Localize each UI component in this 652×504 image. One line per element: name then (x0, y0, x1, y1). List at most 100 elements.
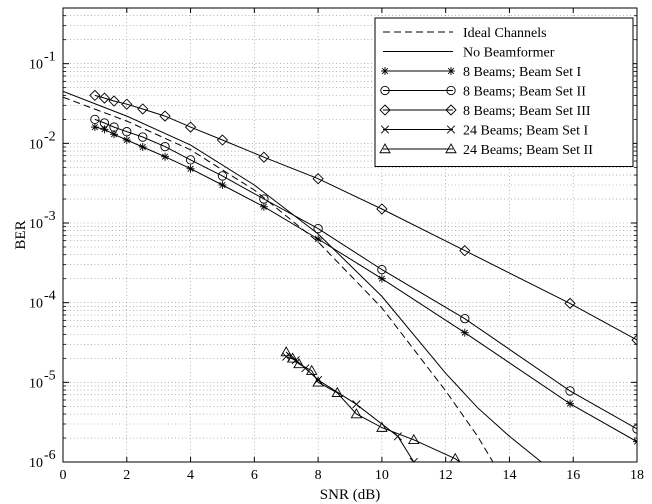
x-tick-label: 8 (315, 468, 322, 483)
circle-marker (109, 122, 119, 132)
legend-entry: No Beamformer (463, 46, 555, 61)
legend-entry: 8 Beams; Beam Set III (463, 104, 591, 119)
diamond-marker (312, 173, 324, 185)
x-tick-label: 16 (566, 468, 580, 483)
circle-marker (377, 264, 387, 275)
diamond-marker (216, 134, 229, 146)
series-line (63, 96, 529, 462)
star-marker (381, 67, 389, 75)
y-axis-label: BER (13, 220, 29, 249)
triangle-marker (376, 421, 388, 432)
circle-marker (259, 194, 269, 204)
series-4 (89, 89, 637, 346)
x-tick-label: 14 (502, 468, 516, 483)
diamond-marker (631, 334, 637, 346)
y-tick-exponent: -2 (44, 129, 56, 144)
circle-marker (446, 85, 456, 96)
circle-marker (185, 155, 196, 165)
diamond-marker (445, 104, 457, 116)
series-0 (63, 96, 529, 462)
x-tick-label: 4 (187, 468, 194, 483)
star-marker (138, 142, 147, 151)
x-marker (380, 125, 390, 134)
y-tick-exponent: -1 (44, 50, 56, 65)
y-tick-label: 10 (29, 137, 43, 152)
circle-marker (160, 141, 170, 152)
diamond-marker (137, 103, 149, 115)
diamond-marker (258, 151, 270, 163)
star-marker (566, 399, 575, 408)
series-line (63, 90, 542, 462)
legend: Ideal Channels No Beamformer 8 Beams; Beam… (374, 17, 634, 167)
triangle-marker (445, 143, 457, 154)
y-tick-label: 10 (29, 297, 43, 312)
grid (63, 8, 637, 462)
star-marker (447, 67, 455, 75)
triangle-marker (286, 352, 299, 363)
diamond-marker (98, 92, 111, 104)
y-tick-label: 10 (29, 217, 43, 232)
series-1 (63, 90, 542, 462)
circle-marker (313, 223, 323, 234)
star-marker (90, 123, 99, 132)
y-tick-label: 10 (29, 58, 43, 73)
star-marker (259, 202, 268, 211)
x-tick-label: 10 (375, 468, 389, 483)
triangle-marker (449, 452, 461, 462)
circle-marker (565, 386, 575, 396)
legend-entry: 24 Beams; Beam Set II (463, 143, 593, 158)
diamond-marker (379, 104, 391, 116)
x-tick-label: 18 (630, 468, 644, 483)
x-marker (409, 457, 418, 462)
diamond-marker (184, 121, 197, 133)
x-marker (352, 400, 361, 409)
star-marker (633, 437, 637, 446)
star-marker (161, 152, 170, 161)
legend-entry: 8 Beams; Beam Set I (463, 65, 582, 80)
y-tick-exponent: -5 (44, 368, 56, 383)
series-line (285, 351, 461, 462)
diamond-marker (108, 95, 120, 107)
series-group (63, 89, 637, 462)
x-marker (446, 125, 456, 134)
legend-entry: Ideal Channels (463, 26, 547, 41)
circle-marker (99, 118, 110, 128)
x-axis-label: SNR (dB) (320, 487, 380, 503)
triangle-marker (280, 346, 292, 357)
diamond-marker (459, 244, 471, 257)
diamond-marker (564, 297, 576, 310)
triangle-marker (331, 386, 344, 397)
y-tick-label: 10 (29, 376, 43, 391)
y-tick-exponent: -6 (44, 448, 56, 463)
series-2 (90, 123, 637, 446)
circle-marker (460, 314, 470, 324)
diamond-marker (376, 203, 388, 215)
y-tick-label: 10 (29, 456, 43, 471)
star-marker (218, 181, 227, 190)
triangle-marker (305, 364, 318, 375)
star-marker (460, 328, 469, 337)
series-line (94, 118, 637, 430)
x-marker (393, 432, 402, 441)
circle-marker (122, 127, 132, 137)
series-line (94, 126, 637, 443)
x-tick-label: 6 (251, 468, 258, 483)
x-tick-label: 2 (123, 468, 130, 483)
triangle-marker (350, 408, 363, 419)
triangle-marker (293, 358, 305, 369)
circle-marker (380, 85, 390, 96)
series-line (286, 356, 415, 462)
star-marker (377, 274, 386, 283)
star-marker (100, 125, 109, 134)
series-6 (280, 346, 461, 462)
triangle-marker (312, 376, 324, 387)
y-tick-exponent: -3 (44, 209, 56, 224)
triangle-marker (408, 433, 420, 444)
triangle-marker (379, 143, 391, 154)
legend-entry: 8 Beams; Beam Set II (463, 85, 586, 100)
series-line (94, 94, 637, 341)
star-marker (314, 234, 323, 243)
legend-box (374, 17, 634, 167)
series-5 (282, 352, 418, 462)
